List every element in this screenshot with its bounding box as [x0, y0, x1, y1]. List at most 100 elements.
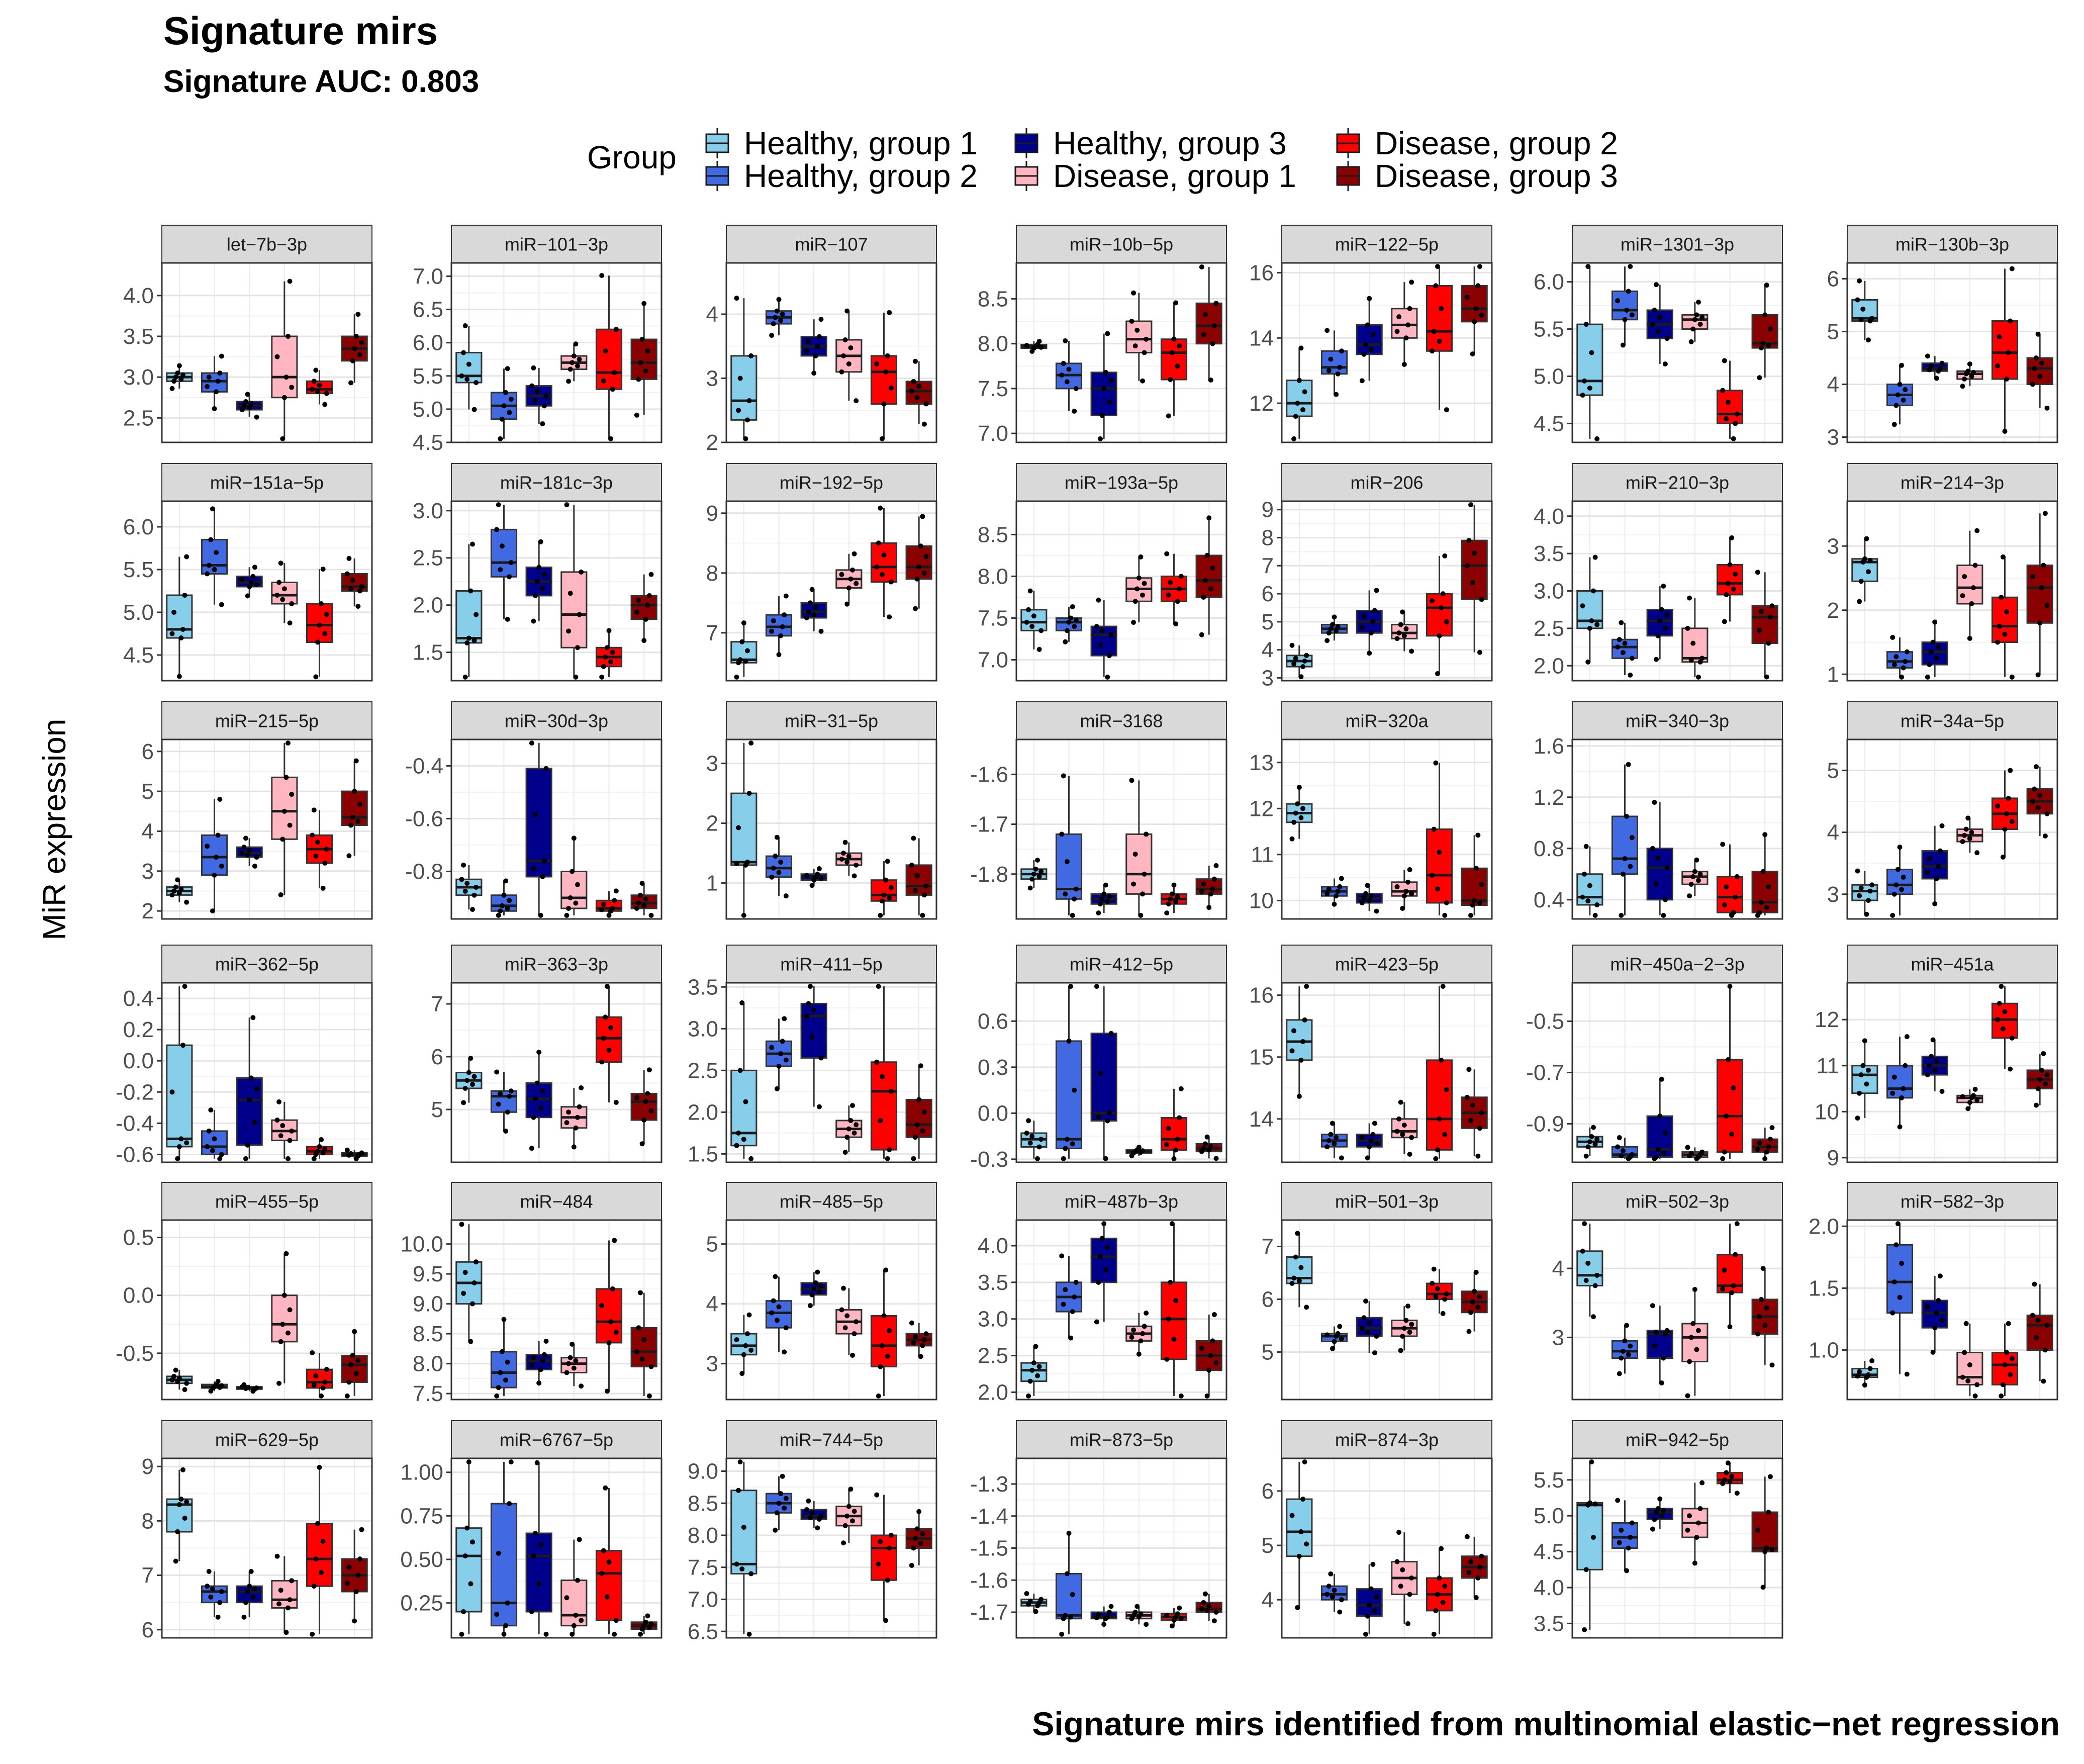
y-tick-label: 14 [1249, 326, 1274, 350]
box-healthy-group-3 [1356, 588, 1383, 656]
data-point [1893, 654, 1899, 660]
panel-background [1847, 1220, 2057, 1400]
box-healthy-group-3 [800, 587, 827, 634]
data-point [780, 1473, 785, 1479]
data-point [1724, 592, 1729, 597]
data-point [1213, 1610, 1219, 1615]
data-point [1974, 528, 1980, 533]
data-point [2030, 574, 2035, 579]
box-disease-group-3 [1751, 832, 1778, 918]
data-point [1175, 599, 1180, 604]
data-point [346, 1379, 352, 1385]
data-point [469, 907, 475, 912]
data-point [1064, 859, 1070, 864]
data-point [601, 902, 606, 907]
data-point [1897, 382, 1903, 387]
box-healthy-group-1 [166, 984, 193, 1161]
panel-border [725, 1457, 937, 1639]
data-point [737, 1068, 743, 1073]
box-body [1716, 564, 1744, 596]
data-point [1473, 1269, 1479, 1275]
data-point [2035, 1086, 2041, 1091]
box-disease-group-3 [1751, 1125, 1778, 1161]
box-disease-group-2 [595, 273, 623, 441]
data-point [1897, 1294, 1903, 1300]
data-point [248, 580, 254, 585]
data-point [319, 1570, 324, 1575]
y-tick-label: 0.0 [123, 1049, 154, 1073]
data-point [887, 1328, 892, 1334]
y-tick-label: 1.5 [688, 1142, 718, 1166]
data-point [846, 361, 851, 366]
data-point [603, 655, 608, 660]
box-disease-group-2 [595, 1238, 623, 1394]
data-point [219, 602, 224, 607]
box-disease-group-3 [905, 1063, 932, 1161]
data-point [851, 873, 857, 879]
y-tick-label: -1.6 [970, 1568, 1008, 1593]
y-tick-label: 3 [1262, 666, 1274, 690]
y-tick-label: 2.5 [123, 406, 154, 430]
data-point [285, 740, 291, 746]
data-point [888, 579, 894, 585]
data-point [1864, 536, 1869, 541]
data-point [1589, 1459, 1594, 1465]
data-point [287, 1138, 293, 1143]
data-point [1960, 384, 1965, 389]
box-body [455, 1527, 483, 1613]
data-point [1059, 831, 1065, 837]
data-point [1324, 328, 1330, 333]
data-point [1098, 436, 1103, 441]
y-tick-label: 8 [1262, 526, 1274, 550]
panel-border [1015, 1457, 1227, 1639]
data-point [748, 1156, 754, 1161]
legend-label: Disease, group 1 [1053, 158, 1296, 194]
data-point [1398, 1584, 1403, 1589]
data-point [1166, 901, 1171, 907]
data-point [473, 1259, 479, 1265]
data-point [854, 862, 859, 868]
data-point [1105, 331, 1110, 336]
data-point [245, 1589, 250, 1595]
data-point [1033, 1609, 1038, 1614]
data-point [2008, 1066, 2013, 1072]
data-point [1073, 1279, 1079, 1285]
data-point [634, 1095, 639, 1100]
box-body [306, 1368, 333, 1389]
data-point [808, 1303, 813, 1309]
data-point [320, 1385, 326, 1390]
y-tick-label: 3 [1827, 534, 1839, 559]
data-point [1444, 1291, 1449, 1296]
box-body [905, 1098, 932, 1138]
box-healthy-group-1 [1851, 1038, 1878, 1121]
data-point [543, 1338, 549, 1344]
data-point [911, 1545, 916, 1551]
facet-label: miR−31−5p [785, 711, 878, 731]
data-point [1372, 1121, 1377, 1126]
box-healthy-group-2 [765, 593, 793, 658]
data-point [1925, 1072, 1930, 1078]
data-point [1724, 884, 1729, 890]
data-point [1064, 379, 1070, 385]
facet-strip [726, 1182, 937, 1221]
data-point [2035, 805, 2041, 810]
data-point [1442, 1296, 1448, 1302]
data-point [608, 436, 614, 441]
data-point [1304, 653, 1309, 658]
data-point [1339, 1155, 1344, 1161]
data-point [206, 1569, 212, 1574]
data-point [1967, 1100, 1972, 1105]
y-tick-label: 5.5 [1534, 317, 1564, 342]
data-point [1688, 658, 1694, 663]
data-point [1199, 1346, 1204, 1351]
box-disease-group-2 [306, 807, 333, 891]
data-point [281, 395, 287, 400]
data-point [1622, 640, 1628, 646]
box-healthy-group-2 [1886, 634, 1914, 680]
box-healthy-group-3 [1356, 883, 1383, 914]
box-disease-group-1 [1391, 1530, 1418, 1626]
data-point [1409, 280, 1414, 285]
data-point [744, 859, 750, 865]
panel-border [161, 262, 373, 443]
